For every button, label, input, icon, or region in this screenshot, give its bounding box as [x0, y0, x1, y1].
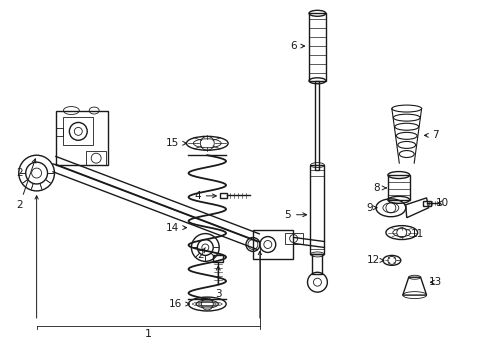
Bar — [315, 81, 319, 170]
Text: 9: 9 — [366, 203, 376, 213]
Bar — [63, 117, 93, 145]
Text: 10: 10 — [435, 198, 448, 208]
Bar — [284, 233, 302, 244]
Bar — [220, 193, 226, 198]
Text: 12: 12 — [366, 255, 383, 265]
Bar — [310, 165, 324, 255]
Bar — [387, 175, 409, 200]
Bar — [213, 255, 223, 262]
Bar — [422, 201, 429, 206]
Bar — [86, 151, 106, 165]
Text: 14: 14 — [165, 222, 186, 233]
Text: 3: 3 — [214, 266, 221, 299]
Bar — [252, 230, 292, 260]
Text: 7: 7 — [424, 130, 438, 140]
Text: 11: 11 — [410, 229, 424, 239]
Text: 1: 1 — [145, 329, 152, 339]
Text: 16: 16 — [168, 299, 189, 309]
Text: 5: 5 — [284, 210, 306, 220]
Bar — [56, 129, 63, 136]
Bar — [312, 255, 322, 274]
Text: 8: 8 — [373, 183, 386, 193]
Text: 15: 15 — [165, 138, 186, 148]
Text: 2: 2 — [17, 159, 36, 210]
Text: 2: 2 — [197, 248, 205, 260]
Bar — [308, 13, 325, 81]
Text: 13: 13 — [428, 277, 441, 287]
Text: 6: 6 — [290, 41, 304, 51]
Text: 4: 4 — [194, 191, 216, 201]
Text: 2: 2 — [17, 168, 23, 178]
